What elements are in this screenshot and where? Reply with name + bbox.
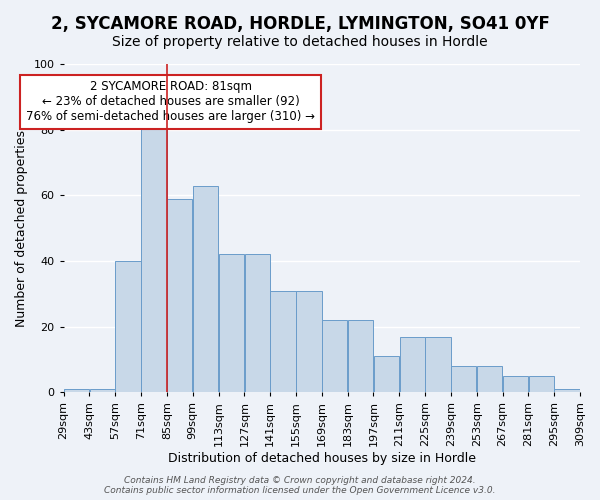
Bar: [400, 336, 425, 392]
Bar: [554, 389, 580, 392]
Text: Size of property relative to detached houses in Hordle: Size of property relative to detached ho…: [112, 35, 488, 49]
Bar: [64, 389, 89, 392]
Bar: [167, 198, 193, 392]
Bar: [529, 376, 554, 392]
Bar: [296, 290, 322, 392]
Bar: [142, 116, 167, 392]
Bar: [89, 389, 115, 392]
Bar: [271, 290, 296, 392]
Bar: [451, 366, 476, 392]
Bar: [193, 186, 218, 392]
Bar: [374, 356, 399, 392]
Bar: [322, 320, 347, 392]
Bar: [245, 254, 270, 392]
Bar: [425, 336, 451, 392]
Bar: [219, 254, 244, 392]
Text: Contains HM Land Registry data © Crown copyright and database right 2024.
Contai: Contains HM Land Registry data © Crown c…: [104, 476, 496, 495]
X-axis label: Distribution of detached houses by size in Hordle: Distribution of detached houses by size …: [168, 452, 476, 465]
Text: 2, SYCAMORE ROAD, HORDLE, LYMINGTON, SO41 0YF: 2, SYCAMORE ROAD, HORDLE, LYMINGTON, SO4…: [50, 15, 550, 33]
Text: 2 SYCAMORE ROAD: 81sqm
← 23% of detached houses are smaller (92)
76% of semi-det: 2 SYCAMORE ROAD: 81sqm ← 23% of detached…: [26, 80, 315, 124]
Bar: [477, 366, 502, 392]
Bar: [115, 261, 141, 392]
Bar: [503, 376, 528, 392]
Bar: [348, 320, 373, 392]
Y-axis label: Number of detached properties: Number of detached properties: [15, 130, 28, 326]
